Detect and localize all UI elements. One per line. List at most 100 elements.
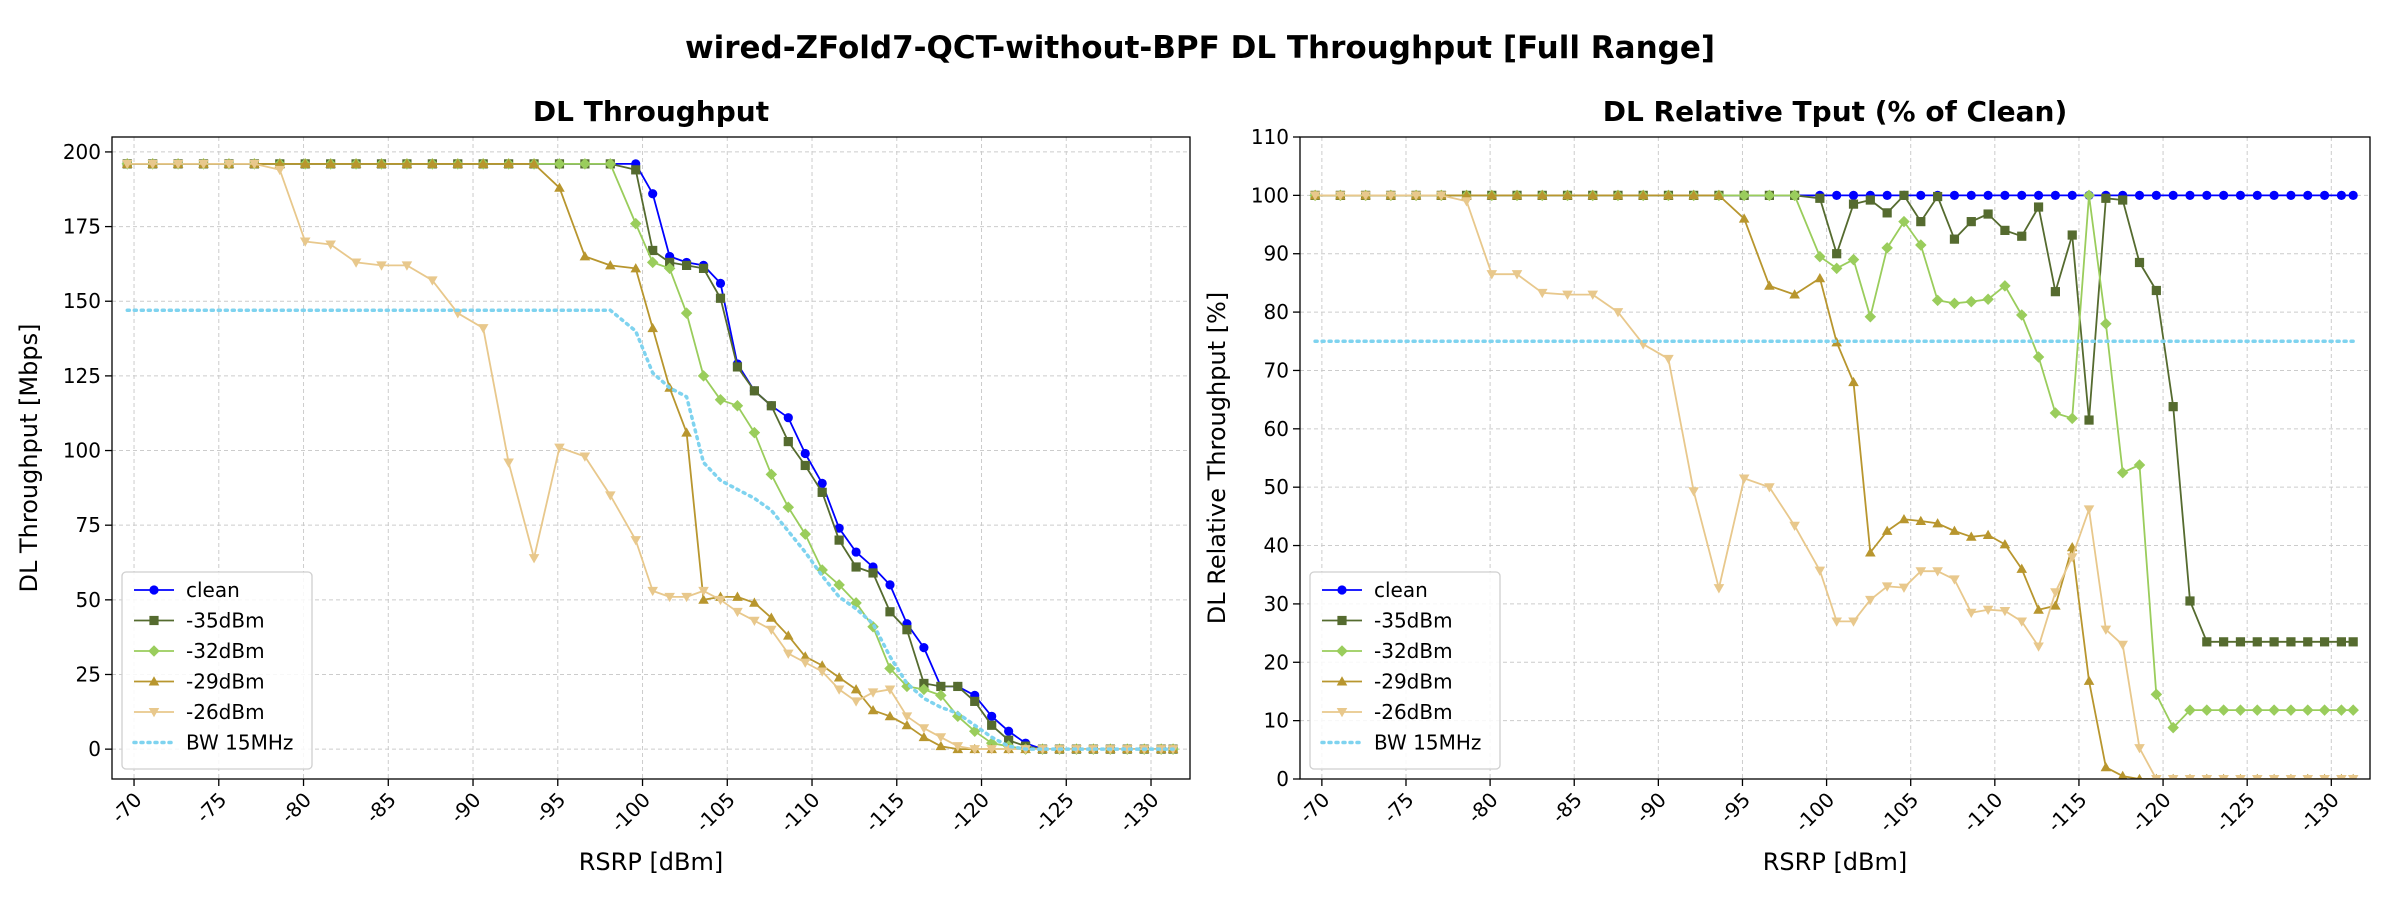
data-point (715, 595, 726, 606)
data-point (2083, 189, 2095, 202)
data-point (834, 523, 844, 533)
data-point (1932, 518, 1943, 528)
data-point (1898, 583, 1910, 593)
data-point (1738, 189, 1750, 202)
data-point (630, 536, 642, 546)
data-point (2268, 775, 2280, 779)
data-point (1881, 525, 1893, 535)
data-point (1461, 190, 1472, 200)
data-point (299, 158, 311, 168)
data-point (1814, 566, 1826, 576)
legend-entry: -29dBm (1322, 670, 1453, 694)
data-point (800, 448, 810, 459)
data-point (2347, 775, 2359, 779)
data-point (1847, 253, 1860, 266)
data-point (2269, 190, 2279, 200)
data-point (1612, 308, 1624, 318)
data-point (2219, 637, 2229, 647)
data-point (1999, 539, 2011, 549)
data-point (1815, 193, 1825, 203)
data-point (918, 731, 930, 742)
data-point (605, 260, 616, 270)
data-point (766, 612, 777, 622)
y-tick-label: 110 (1251, 125, 1289, 149)
data-point (783, 630, 794, 640)
data-point (1983, 209, 1993, 219)
data-point (681, 427, 692, 437)
data-point (1688, 190, 1699, 200)
data-point (2251, 704, 2264, 716)
data-point (1738, 474, 1750, 484)
figure-title: wired-ZFold7-QCT-without-BPF DL Throughp… (685, 30, 1715, 66)
data-point (2202, 637, 2212, 647)
legend-entry: -26dBm (1322, 700, 1453, 724)
data-point (299, 237, 311, 247)
data-point (1882, 190, 1892, 200)
data-point (1965, 531, 1977, 541)
data-point (1486, 270, 1498, 280)
data-point (2136, 773, 2143, 779)
data-point (1763, 189, 1776, 202)
data-point (2133, 459, 2146, 471)
data-point (1848, 190, 1859, 200)
data-point (1916, 190, 1926, 200)
data-point (172, 159, 184, 170)
data-point (2348, 637, 2358, 647)
data-point (1309, 191, 1321, 201)
y-tick-label: 125 (63, 364, 101, 388)
legend-entry: -29dBm (134, 670, 265, 694)
data-point (1881, 582, 1893, 592)
y-tick-label: 150 (63, 289, 101, 313)
legend-label: -26dBm (1374, 700, 1453, 724)
data-point (2151, 285, 2161, 296)
data-point (1865, 595, 1876, 606)
data-point (817, 478, 827, 488)
data-point (2101, 193, 2111, 203)
data-point (800, 460, 810, 471)
data-point (902, 625, 912, 635)
y-tick-label: 75 (76, 513, 101, 537)
data-point (1486, 190, 1498, 200)
plot-frame (111, 136, 1191, 780)
data-point (1832, 190, 1842, 200)
data-point (2167, 775, 2179, 779)
data-point (952, 742, 964, 752)
data-point (664, 592, 675, 603)
data-point (1882, 208, 1892, 218)
data-point (715, 293, 726, 303)
data-point (2335, 704, 2348, 716)
y-tick-label: 175 (63, 215, 101, 239)
data-point (901, 719, 913, 730)
data-point (697, 370, 710, 382)
x-axis-label: RSRP [dBm] (1763, 848, 1908, 876)
data-point (1410, 191, 1422, 201)
data-point (867, 705, 879, 715)
data-point (987, 711, 997, 721)
data-point (1461, 197, 1472, 207)
data-point (1788, 189, 1801, 202)
data-point (2303, 190, 2313, 200)
data-point (631, 165, 641, 175)
data-point (766, 625, 777, 635)
data-point (350, 258, 362, 268)
data-point (1385, 191, 1397, 201)
data-point (749, 597, 760, 607)
legend-marker (148, 676, 160, 686)
plot-frame (1299, 136, 2371, 780)
data-point (2235, 190, 2246, 200)
data-point (2219, 190, 2229, 200)
data-point (325, 240, 336, 250)
series-line (125, 308, 1175, 751)
data-point (663, 262, 676, 275)
data-point (2084, 415, 2094, 425)
data-point (2168, 402, 2178, 412)
data-point (918, 683, 930, 696)
legend-entry: BW 15MHz (1320, 731, 1481, 755)
data-point (2268, 704, 2280, 716)
data-point (901, 680, 913, 693)
data-point (1536, 288, 1548, 299)
legend-entry: clean (1322, 578, 1428, 602)
data-point (2184, 775, 2196, 779)
data-point (2217, 704, 2230, 716)
data-point (477, 158, 489, 168)
